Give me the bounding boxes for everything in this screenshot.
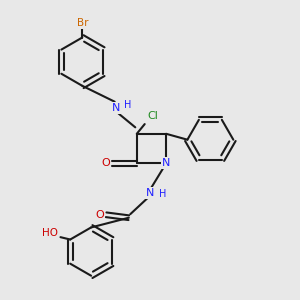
Text: Cl: Cl bbox=[147, 111, 158, 121]
Text: Br: Br bbox=[76, 18, 88, 28]
Text: H: H bbox=[159, 189, 166, 199]
Text: H: H bbox=[124, 100, 131, 110]
Text: N: N bbox=[146, 188, 154, 198]
Text: N: N bbox=[112, 103, 120, 113]
Text: N: N bbox=[162, 158, 170, 168]
Text: O: O bbox=[95, 210, 104, 220]
Text: O: O bbox=[101, 158, 110, 168]
Text: HO: HO bbox=[42, 228, 58, 238]
